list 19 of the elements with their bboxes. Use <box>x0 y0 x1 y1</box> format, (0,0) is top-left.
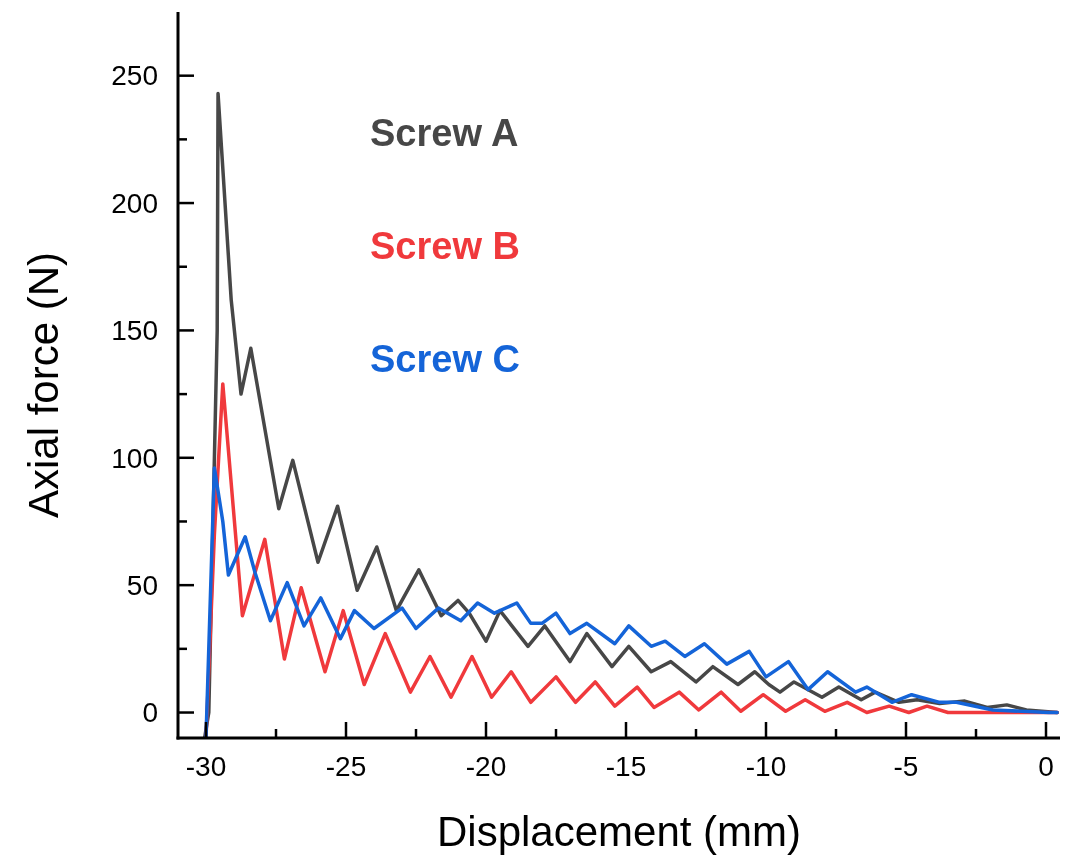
x-tick-label: -10 <box>745 751 787 782</box>
y-tick-label: 0 <box>142 697 158 729</box>
line-series <box>204 466 1059 738</box>
y-tick-label: 50 <box>126 569 158 601</box>
x-tick-label: -30 <box>185 751 227 782</box>
y-axis-title: Axial force (N) <box>20 251 67 519</box>
x-tick-label: -5 <box>893 751 919 782</box>
x-tick-label: 0 <box>1038 751 1054 782</box>
y-tick-label: 150 <box>111 315 158 347</box>
y-tick-label: 200 <box>111 187 158 219</box>
text: Screw C <box>370 338 520 380</box>
y-tick-label: 250 <box>111 60 158 92</box>
x-tick-label: -20 <box>465 751 507 782</box>
y-tick-label: 100 <box>111 442 158 474</box>
x-axis-title: Displacement (mm) <box>436 808 802 855</box>
x-tick-label: -25 <box>325 751 367 782</box>
x-tick-label: -15 <box>605 751 647 782</box>
text: Screw A <box>370 112 519 154</box>
text: Screw B <box>370 225 520 267</box>
